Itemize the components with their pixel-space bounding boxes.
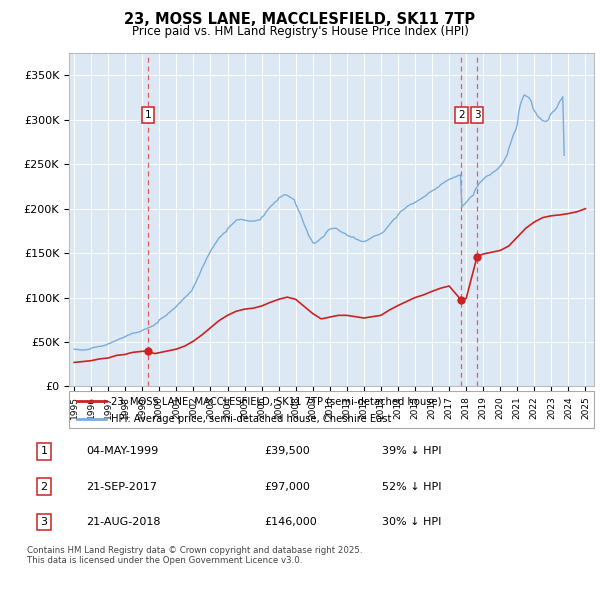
Text: £97,000: £97,000 — [265, 482, 310, 491]
Text: 23, MOSS LANE, MACCLESFIELD, SK11 7TP: 23, MOSS LANE, MACCLESFIELD, SK11 7TP — [124, 12, 476, 27]
Text: HPI: Average price, semi-detached house, Cheshire East: HPI: Average price, semi-detached house,… — [111, 414, 391, 424]
Text: Price paid vs. HM Land Registry's House Price Index (HPI): Price paid vs. HM Land Registry's House … — [131, 25, 469, 38]
Text: 21-AUG-2018: 21-AUG-2018 — [86, 517, 160, 527]
Text: 04-MAY-1999: 04-MAY-1999 — [86, 447, 158, 456]
Text: 2: 2 — [458, 110, 464, 120]
Text: 3: 3 — [40, 517, 47, 527]
Text: 2: 2 — [40, 482, 47, 491]
Text: 39% ↓ HPI: 39% ↓ HPI — [382, 447, 441, 456]
Text: £146,000: £146,000 — [265, 517, 317, 527]
Text: 30% ↓ HPI: 30% ↓ HPI — [382, 517, 441, 527]
Text: 3: 3 — [474, 110, 481, 120]
Text: £39,500: £39,500 — [265, 447, 310, 456]
Text: 52% ↓ HPI: 52% ↓ HPI — [382, 482, 441, 491]
Text: 1: 1 — [40, 447, 47, 456]
Text: 21-SEP-2017: 21-SEP-2017 — [86, 482, 157, 491]
Text: 1: 1 — [145, 110, 151, 120]
Text: 23, MOSS LANE, MACCLESFIELD, SK11 7TP (semi-detached house): 23, MOSS LANE, MACCLESFIELD, SK11 7TP (s… — [111, 396, 442, 407]
Text: Contains HM Land Registry data © Crown copyright and database right 2025.
This d: Contains HM Land Registry data © Crown c… — [27, 546, 362, 565]
